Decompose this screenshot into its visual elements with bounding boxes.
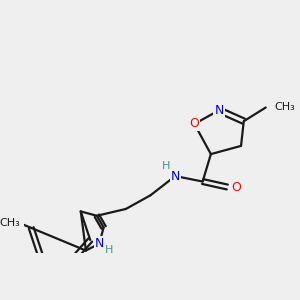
Text: CH₃: CH₃ bbox=[0, 218, 20, 228]
Text: H: H bbox=[105, 245, 113, 255]
Text: N: N bbox=[94, 237, 104, 250]
Text: O: O bbox=[190, 118, 200, 130]
Text: CH₃: CH₃ bbox=[274, 103, 295, 112]
Text: N: N bbox=[170, 169, 180, 182]
Text: N: N bbox=[214, 104, 224, 117]
Text: O: O bbox=[231, 181, 241, 194]
Text: H: H bbox=[161, 161, 170, 172]
